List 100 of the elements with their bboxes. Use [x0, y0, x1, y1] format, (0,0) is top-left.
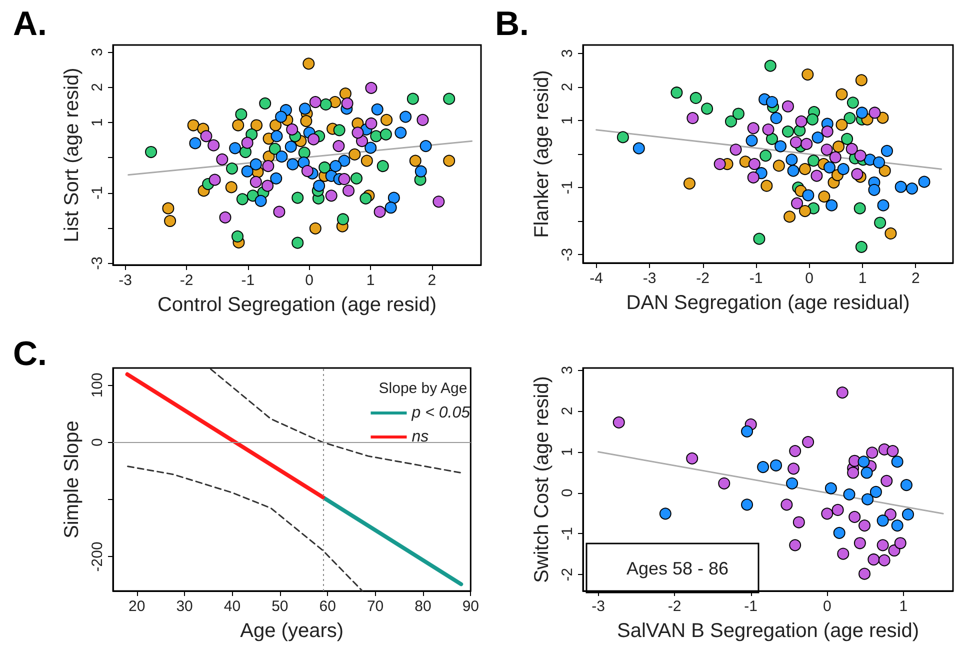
point [352, 126, 364, 139]
point [780, 498, 793, 511]
chart-title: A. [13, 5, 47, 43]
point [829, 151, 842, 164]
point [370, 130, 382, 142]
y-axis-title: Flanker (age resid) [531, 70, 554, 238]
point [772, 160, 785, 172]
point [855, 74, 868, 86]
point [284, 140, 297, 153]
point [858, 456, 870, 468]
point [414, 165, 427, 178]
point [332, 140, 345, 152]
point [786, 154, 798, 166]
point [302, 58, 315, 70]
y-tick-label: -3 [89, 256, 106, 270]
point [250, 158, 262, 170]
point [848, 510, 861, 523]
point [821, 126, 834, 138]
y-tick-label: -3 [559, 248, 576, 262]
y-tick-label: 3 [559, 366, 576, 374]
point [330, 160, 342, 172]
x-axis-title: SalVAN B Segregation (age resid) [616, 620, 920, 642]
point [276, 150, 288, 163]
point [298, 146, 310, 159]
point [844, 112, 856, 124]
point [792, 516, 805, 528]
point [320, 98, 332, 110]
y-axis-title: List Sort (age resid) [61, 68, 84, 242]
point [286, 123, 298, 136]
point [329, 96, 342, 108]
point [342, 184, 355, 197]
point [836, 88, 848, 100]
point [683, 178, 696, 190]
point [906, 182, 918, 195]
point [273, 206, 286, 218]
point [851, 168, 864, 180]
point [612, 416, 625, 428]
point [766, 132, 778, 145]
x-tick-label: 0 [805, 270, 814, 287]
legend-title: Slope by Age [378, 380, 468, 397]
point [876, 514, 889, 527]
point [790, 136, 802, 148]
point [757, 461, 770, 474]
x-tick-label: 90 [462, 598, 479, 615]
point [371, 103, 384, 116]
point [832, 504, 844, 516]
point [747, 122, 760, 134]
point [806, 113, 818, 126]
point [270, 119, 282, 132]
point [820, 144, 833, 156]
point [846, 96, 859, 109]
point [774, 140, 787, 152]
point [384, 202, 397, 214]
point [741, 425, 754, 438]
y-tick-label: -1 [559, 180, 576, 194]
point [298, 102, 311, 115]
point [409, 154, 422, 167]
point [241, 136, 254, 149]
point [770, 112, 782, 124]
point [854, 537, 866, 550]
point [701, 102, 714, 115]
point [891, 456, 904, 468]
point [250, 119, 263, 132]
point [164, 215, 176, 227]
point [789, 445, 802, 458]
point [286, 158, 299, 170]
annotation: Ages 58 - 86 [626, 558, 729, 578]
legend-label: ns [412, 428, 429, 446]
point [900, 479, 912, 492]
y-tick-label: 1 [89, 118, 106, 127]
line-series [127, 466, 364, 592]
y-tick-label: -1 [559, 527, 576, 540]
point [748, 158, 760, 170]
point [250, 176, 262, 188]
point [866, 446, 878, 459]
x-tick-label: 40 [224, 598, 241, 615]
x-tick-label: 2 [912, 270, 920, 287]
point [856, 106, 868, 119]
point [902, 508, 914, 520]
point [876, 539, 889, 552]
x-tick-label: -1 [749, 270, 763, 287]
point [235, 108, 248, 120]
point [309, 96, 322, 108]
point [262, 180, 274, 192]
x-tick-label: 70 [366, 598, 384, 615]
point [348, 148, 361, 160]
point [236, 193, 248, 206]
point [275, 110, 288, 123]
point [300, 115, 312, 128]
point [216, 153, 228, 166]
point [880, 144, 893, 157]
point [858, 568, 871, 580]
point [406, 92, 419, 105]
point [380, 114, 393, 126]
point [338, 154, 350, 167]
point [847, 466, 860, 479]
point [841, 132, 854, 145]
point [918, 176, 930, 188]
y-tick-label: 2 [559, 406, 576, 416]
point [365, 82, 378, 94]
